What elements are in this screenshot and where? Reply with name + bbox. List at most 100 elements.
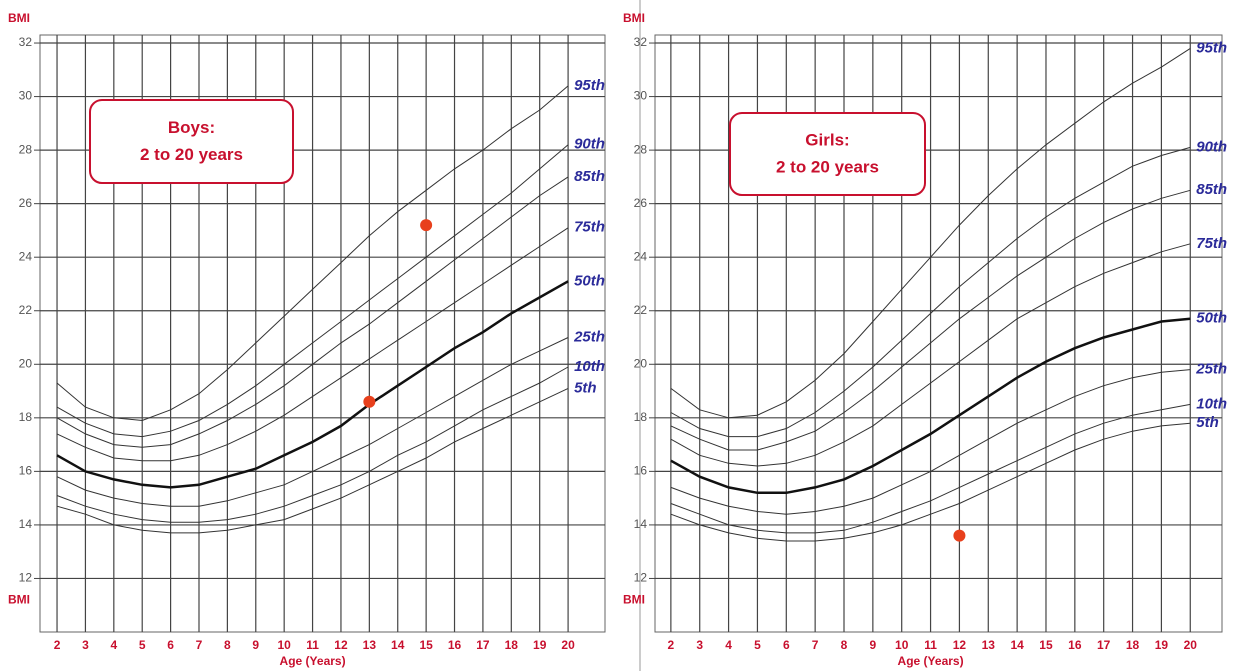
- x-tick-label: 7: [196, 638, 203, 652]
- y-tick-label: 28: [634, 142, 648, 156]
- y-tick-label: 14: [19, 517, 33, 531]
- percentile-curve: [56, 337, 569, 507]
- percentile-label: 5th: [574, 379, 597, 396]
- percentile-label: 25th: [573, 328, 605, 345]
- x-tick-label: 4: [110, 638, 117, 652]
- percentile-label: 10th: [574, 358, 605, 375]
- percentile-label: 50th: [1196, 310, 1227, 327]
- percentile-curve: [56, 387, 569, 534]
- percentile-curve: [670, 317, 1191, 495]
- x-tick-label: 5: [754, 638, 761, 652]
- chart-subtitle: 2 to 20 years: [776, 157, 879, 176]
- y-tick-label: 32: [19, 35, 33, 49]
- percentile-label: 5th: [1196, 414, 1219, 431]
- x-tick-label: 12: [953, 638, 967, 652]
- percentile-curve: [670, 146, 1191, 438]
- x-tick-label: 2: [668, 638, 675, 652]
- y-tick-label: 26: [634, 196, 648, 210]
- percentile-label: 85th: [574, 168, 605, 185]
- x-tick-label: 9: [870, 638, 877, 652]
- y-tick-label: 26: [19, 196, 33, 210]
- x-tick-label: 3: [82, 638, 89, 652]
- percentile-label: 10th: [1196, 395, 1227, 412]
- percentile-curve: [56, 85, 569, 422]
- percentile-curve: [670, 47, 1191, 419]
- x-axis-label: Age (Years): [898, 654, 964, 668]
- percentile-curve: [56, 144, 569, 438]
- percentile-curve: [56, 366, 569, 523]
- percentile-curve: [670, 369, 1191, 515]
- x-tick-label: 12: [334, 638, 348, 652]
- chart-subtitle: 2 to 20 years: [140, 145, 243, 164]
- y-tick-label: 24: [19, 249, 33, 263]
- x-tick-label: 13: [982, 638, 996, 652]
- y-tick-label: 22: [19, 303, 33, 317]
- x-tick-label: 19: [1155, 638, 1169, 652]
- x-tick-label: 15: [1039, 638, 1053, 652]
- y-tick-label: 12: [634, 571, 648, 585]
- x-tick-label: 13: [363, 638, 377, 652]
- x-tick-label: 20: [1184, 638, 1198, 652]
- percentile-label: 90th: [574, 136, 605, 153]
- x-tick-label: 8: [841, 638, 848, 652]
- x-tick-label: 20: [561, 638, 575, 652]
- x-tick-label: 15: [419, 638, 433, 652]
- percentile-curve: [670, 189, 1191, 451]
- data-point: [363, 395, 376, 408]
- x-tick-label: 3: [696, 638, 703, 652]
- chart-title: Girls:: [805, 130, 849, 149]
- x-tick-label: 4: [725, 638, 732, 652]
- y-tick-label: 28: [19, 142, 33, 156]
- y-tick-label: 20: [19, 356, 33, 370]
- y-tick-label: 16: [634, 464, 648, 478]
- chart-title: Boys:: [168, 118, 215, 137]
- percentile-curve: [56, 227, 569, 462]
- y-axis-label: BMI: [8, 11, 30, 25]
- x-tick-label: 14: [391, 638, 405, 652]
- y-tick-label: 18: [19, 410, 33, 424]
- data-point: [953, 529, 966, 542]
- x-tick-label: 10: [895, 638, 909, 652]
- y-tick-label: 24: [634, 249, 648, 263]
- percentile-curve: [670, 403, 1191, 534]
- title-box: [89, 99, 294, 184]
- y-axis-label: BMI: [623, 11, 645, 25]
- percentile-label: 75th: [1196, 235, 1227, 252]
- x-tick-label: 16: [448, 638, 462, 652]
- x-tick-label: 17: [1097, 638, 1111, 652]
- percentile-curve: [670, 422, 1191, 542]
- percentile-label: 50th: [574, 272, 605, 289]
- x-tick-label: 9: [252, 638, 259, 652]
- percentile-label: 85th: [1196, 181, 1227, 198]
- x-tick-label: 18: [505, 638, 519, 652]
- x-tick-label: 6: [783, 638, 790, 652]
- percentile-label: 95th: [574, 77, 605, 94]
- percentile-label: 75th: [574, 219, 605, 236]
- x-axis-label: Age (Years): [280, 654, 346, 668]
- plot-frame: [39, 34, 606, 633]
- y-tick-label: 32: [634, 35, 648, 49]
- x-tick-label: 8: [224, 638, 231, 652]
- x-tick-label: 2: [54, 638, 61, 652]
- y-tick-label: 30: [19, 89, 33, 103]
- x-tick-label: 19: [533, 638, 547, 652]
- x-tick-label: 6: [167, 638, 174, 652]
- y-axis-label: BMI: [623, 593, 645, 607]
- percentile-curve: [670, 243, 1191, 467]
- x-tick-label: 10: [277, 638, 291, 652]
- x-tick-label: 11: [306, 638, 319, 652]
- plot-frame: [654, 34, 1223, 633]
- percentile-label: 25th: [1195, 361, 1227, 378]
- y-tick-label: 12: [19, 571, 33, 585]
- data-point: [420, 219, 433, 232]
- y-tick-label: 20: [634, 356, 648, 370]
- x-tick-label: 16: [1068, 638, 1082, 652]
- x-tick-label: 11: [924, 638, 937, 652]
- y-tick-label: 22: [634, 303, 648, 317]
- y-tick-label: 16: [19, 464, 33, 478]
- percentile-label: 90th: [1196, 138, 1227, 155]
- y-axis-label: BMI: [8, 593, 30, 607]
- x-tick-label: 17: [476, 638, 490, 652]
